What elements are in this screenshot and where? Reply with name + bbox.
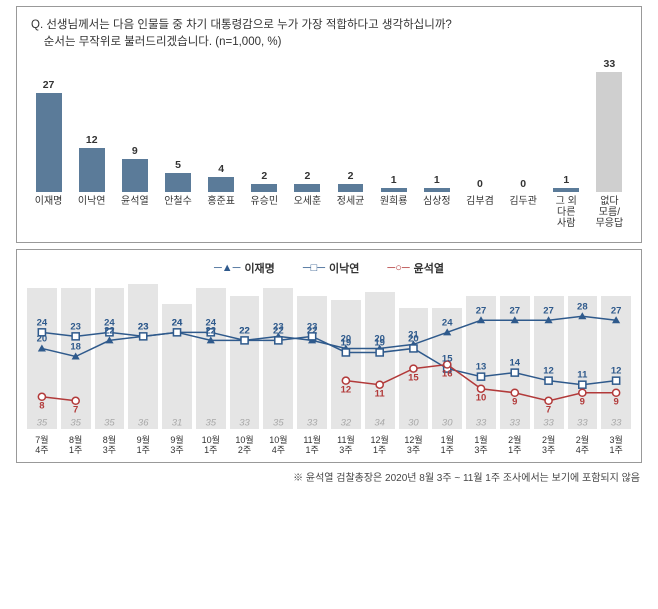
bar-value: 9: [132, 145, 138, 157]
bar-rect: [424, 188, 450, 192]
x-tick: 9월 1주: [126, 435, 160, 457]
bar-category: 김두관: [509, 196, 537, 236]
x-tick: 12월 1주: [363, 435, 397, 457]
bar-category: 심상정: [423, 196, 451, 236]
bar-category: 김부겸: [466, 196, 494, 236]
bar-category: 없다 모름/ 무응답: [596, 196, 624, 236]
bar-category: 이낙연: [78, 196, 106, 236]
legend-item: ─○─ 윤석열: [387, 260, 444, 276]
line-chart-panel: ─▲─ 이재명 ─□─ 이낙연 ─○─ 윤석열 353535363135333533…: [16, 249, 642, 464]
bar-item: 2 유승민: [243, 170, 286, 235]
bar-value: 5: [175, 159, 181, 171]
x-tick: 10월 1주: [194, 435, 228, 457]
bar-rect: [165, 173, 191, 191]
x-tick: 12월 3주: [397, 435, 431, 457]
q-line1: 선생님께서는 다음 인물들 중 차기 대통령감으로 누가 가장 적합하다고 생각…: [46, 19, 451, 31]
bar-value: 0: [520, 178, 526, 190]
bar-value: 1: [563, 174, 569, 186]
bar-item: 5 안철수: [156, 159, 199, 235]
bar-value: 1: [391, 174, 397, 186]
bar-item: 2 오세훈: [286, 170, 329, 235]
bar-item: 1 그 외 다른 사람: [545, 174, 588, 236]
bar-rect: [338, 184, 364, 191]
bar-rect: [208, 177, 234, 192]
bar-category: 오세훈: [294, 196, 322, 236]
bar-category: 윤석열: [121, 196, 149, 236]
bar-item: 0 김두관: [502, 178, 545, 236]
bar-item: 1 심상정: [415, 174, 458, 236]
bar-rect: [122, 159, 148, 192]
x-tick: 10월 2주: [228, 435, 262, 457]
bar-item: 2 정세균: [329, 170, 372, 235]
bar-rect: [381, 188, 407, 192]
x-tick: 11월 1주: [295, 435, 329, 457]
x-tick: 10월 4주: [261, 435, 295, 457]
bar-value: 33: [604, 58, 616, 70]
bar-item: 1 원희룡: [372, 174, 415, 236]
bar-rect: [596, 72, 622, 192]
bar-value: 27: [43, 79, 55, 91]
bar-chart: 27 이재명 12 이낙연 9 윤석열 5 안철수 4 홍준표 2 유승민 2 오세훈 2 정세균 1 원희룡 1 심…: [25, 66, 633, 236]
survey-question: Q. 선생님께서는 다음 인물들 중 차기 대통령감으로 누가 가장 적합하다고…: [25, 17, 633, 52]
bar-rect: [251, 184, 277, 191]
q-line2: 순서는 무작위로 불러드리겠습니다. (n=1,000, %): [44, 36, 282, 48]
x-tick: 11월 3주: [329, 435, 363, 457]
bar-value: 2: [348, 170, 354, 182]
q-prefix: Q.: [31, 19, 43, 31]
bar-value: 1: [434, 174, 440, 186]
legend-item: ─□─ 이낙연: [303, 260, 360, 276]
bar-value: 12: [86, 134, 98, 146]
bar-item: 12 이낙연: [70, 134, 113, 236]
line-svg: [25, 284, 633, 429]
line-legend: ─▲─ 이재명 ─□─ 이낙연 ─○─ 윤석열: [25, 260, 633, 276]
bar-category: 그 외 다른 사람: [556, 196, 577, 236]
x-tick: 2월 3주: [532, 435, 566, 457]
x-tick: 2월 4주: [566, 435, 600, 457]
bar-category: 원희룡: [380, 196, 408, 236]
x-tick: 9월 3주: [160, 435, 194, 457]
bar-value: 2: [304, 170, 310, 182]
bar-value: 4: [218, 163, 224, 175]
bar-item: 27 이재명: [27, 79, 70, 235]
bar-category: 홍준표: [207, 196, 235, 236]
x-tick: 8월 3주: [93, 435, 127, 457]
bar-rect: [36, 93, 62, 191]
bar-category: 안철수: [164, 196, 192, 236]
footnote: ※ 윤석열 검찰총장은 2020년 8월 3주 ~ 11월 1주 조사에서는 보…: [0, 469, 640, 484]
bar-category: 유승민: [250, 196, 278, 236]
bar-item: 0 김부겸: [458, 178, 501, 236]
x-tick: 3월 1주: [599, 435, 633, 457]
bar-item: 4 홍준표: [200, 163, 243, 236]
bar-category: 이재명: [35, 196, 63, 236]
bar-item: 9 윤석열: [113, 145, 156, 236]
x-tick: 8월 1주: [59, 435, 93, 457]
bar-value: 2: [261, 170, 267, 182]
x-tick: 7월 4주: [25, 435, 59, 457]
legend-item: ─▲─ 이재명: [214, 260, 275, 276]
bar-rect: [553, 188, 579, 192]
bar-value: 0: [477, 178, 483, 190]
x-tick: 2월 1주: [498, 435, 532, 457]
bar-category: 정세균: [337, 196, 365, 236]
bar-rect: [79, 148, 105, 192]
bar-chart-panel: Q. 선생님께서는 다음 인물들 중 차기 대통령감으로 누가 가장 적합하다고…: [16, 6, 642, 243]
line-chart: 3535353631353335333234303033333333332018…: [25, 284, 633, 429]
line-x-axis: 7월 4주8월 1주8월 3주9월 1주9월 3주10월 1주10월 2주10월…: [25, 435, 633, 457]
bar-rect: [294, 184, 320, 191]
x-tick: 1월 3주: [464, 435, 498, 457]
x-tick: 1월 1주: [430, 435, 464, 457]
bar-item: 33 없다 모름/ 무응답: [588, 58, 631, 236]
